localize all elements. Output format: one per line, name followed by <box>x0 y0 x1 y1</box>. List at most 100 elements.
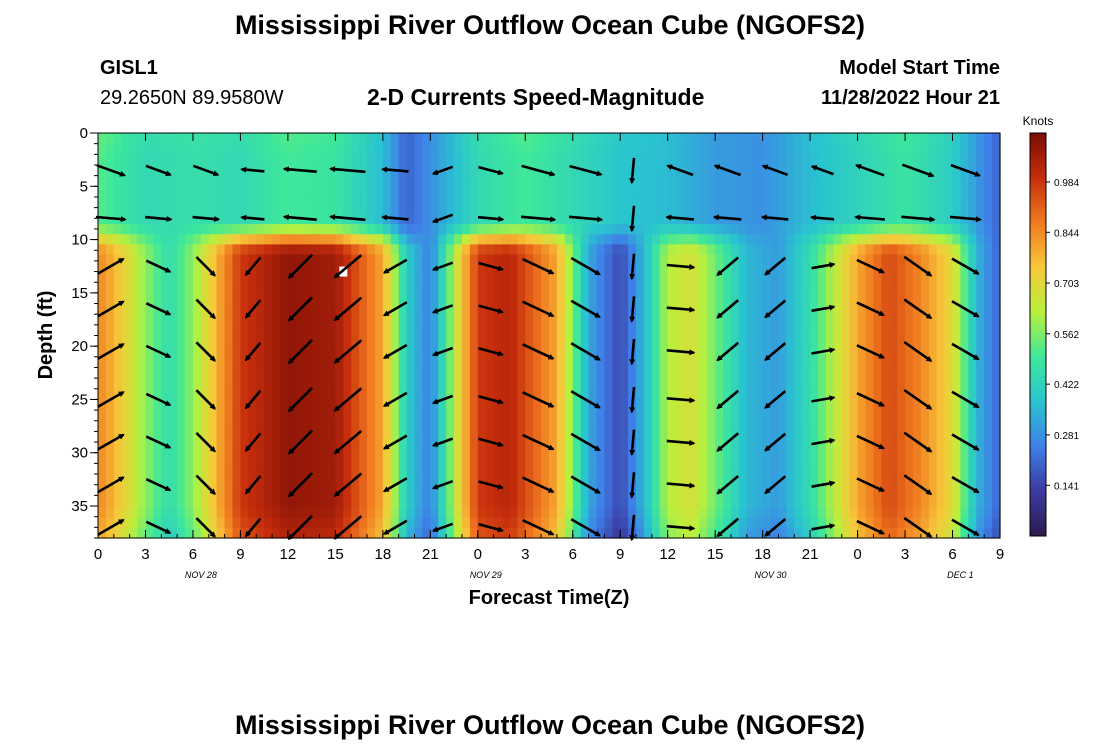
heatmap-cell <box>936 517 946 529</box>
heatmap-cell <box>786 315 795 326</box>
heatmap-cell <box>802 507 811 519</box>
heatmap-cell <box>169 527 178 539</box>
heatmap-cell <box>295 426 305 438</box>
heatmap-cell <box>818 305 827 316</box>
heatmap-cell <box>659 203 669 215</box>
heatmap-cell <box>398 133 408 144</box>
heatmap-cell <box>968 396 977 407</box>
heatmap-cell <box>572 203 582 215</box>
heatmap-cell <box>541 416 550 428</box>
heatmap-cell <box>303 264 313 276</box>
heatmap-cell <box>398 234 408 245</box>
heatmap-cell <box>588 345 598 357</box>
heatmap-cell <box>256 376 265 387</box>
current-arrow <box>856 392 885 407</box>
heatmap-cell <box>422 426 431 438</box>
heatmap-cell <box>746 345 756 357</box>
heatmap-cell <box>833 264 843 276</box>
heatmap-cell <box>477 133 487 144</box>
heatmap-cell <box>786 234 795 245</box>
heatmap-cell <box>675 143 685 154</box>
heatmap-cell <box>105 163 115 175</box>
heatmap-cell <box>699 143 708 154</box>
heatmap-cell <box>469 406 479 418</box>
heatmap-cell <box>208 143 218 154</box>
heatmap-cell <box>786 254 795 266</box>
heatmap-cell <box>192 234 202 245</box>
heatmap-cell <box>493 527 503 539</box>
heatmap-cell <box>825 376 835 387</box>
heatmap-cell <box>438 295 447 306</box>
heatmap-cell <box>905 193 914 205</box>
heatmap-cell <box>264 274 273 286</box>
heatmap-cell <box>833 224 843 235</box>
heatmap-cell <box>287 234 297 245</box>
heatmap-cell <box>912 284 922 296</box>
heatmap-cell <box>169 355 178 367</box>
heatmap-cell <box>295 143 305 154</box>
heatmap-cell <box>279 173 289 185</box>
heatmap-cell <box>232 315 242 326</box>
heatmap-cell <box>232 325 242 337</box>
current-arrow <box>570 342 601 361</box>
date-label: NOV 28 <box>185 570 217 580</box>
heatmap-cell <box>264 457 273 468</box>
heatmap-cell <box>952 133 962 144</box>
heatmap-cell <box>351 183 360 195</box>
heatmap-cell <box>976 467 985 478</box>
heatmap-cell <box>810 446 819 458</box>
heatmap-cell <box>224 446 234 458</box>
heatmap-cell <box>944 153 954 164</box>
current-arrow <box>716 299 740 319</box>
heatmap-cell <box>374 396 384 407</box>
heatmap-cell <box>335 335 344 347</box>
heatmap-cell <box>960 254 969 266</box>
heatmap-cell <box>303 416 313 428</box>
heatmap-cell <box>730 457 740 468</box>
heatmap-cell <box>928 234 938 245</box>
heatmap-cell <box>984 467 993 478</box>
heatmap-cell <box>905 315 914 326</box>
heatmap-cell <box>897 416 906 428</box>
heatmap-cell <box>145 183 154 195</box>
heatmap-cell <box>881 153 890 164</box>
heatmap-cell <box>121 133 131 144</box>
heatmap-cell <box>430 234 439 245</box>
heatmap-cell <box>541 355 550 367</box>
heatmap-cell <box>509 396 518 407</box>
heatmap-cell <box>446 143 455 154</box>
heatmap-cell <box>177 315 186 326</box>
heatmap-cell <box>746 487 756 499</box>
heatmap-cell <box>730 173 740 185</box>
heatmap-cell <box>272 527 281 539</box>
heatmap-cell <box>192 163 202 175</box>
heatmap-cell <box>216 274 226 286</box>
heatmap-cell <box>984 517 993 529</box>
heatmap-cell <box>604 163 613 175</box>
heatmap-cell <box>422 325 431 337</box>
heatmap-cell <box>216 467 226 478</box>
heatmap-cell <box>952 436 962 448</box>
heatmap-cell <box>200 254 210 266</box>
heatmap-cell <box>738 264 748 276</box>
heatmap-cell <box>802 133 811 144</box>
heatmap-cell <box>509 295 518 306</box>
heatmap-cell <box>319 183 329 195</box>
heatmap-cell <box>675 274 685 286</box>
heatmap-cell <box>169 244 178 256</box>
heatmap-cell <box>707 527 716 539</box>
heatmap-cell <box>335 345 344 357</box>
heatmap-cell <box>802 234 811 245</box>
heatmap-cell <box>667 517 677 529</box>
heatmap-cell <box>240 224 249 235</box>
heatmap-cell <box>810 325 819 337</box>
heatmap-cell <box>525 365 534 377</box>
heatmap-cell <box>675 396 685 407</box>
heatmap-cell <box>422 365 431 377</box>
heatmap-cell <box>509 183 518 195</box>
current-arrow <box>856 519 885 535</box>
heatmap-cell <box>517 497 526 509</box>
heatmap-cell <box>580 203 590 215</box>
heatmap-cell <box>620 203 629 215</box>
heatmap-cell <box>723 254 732 266</box>
